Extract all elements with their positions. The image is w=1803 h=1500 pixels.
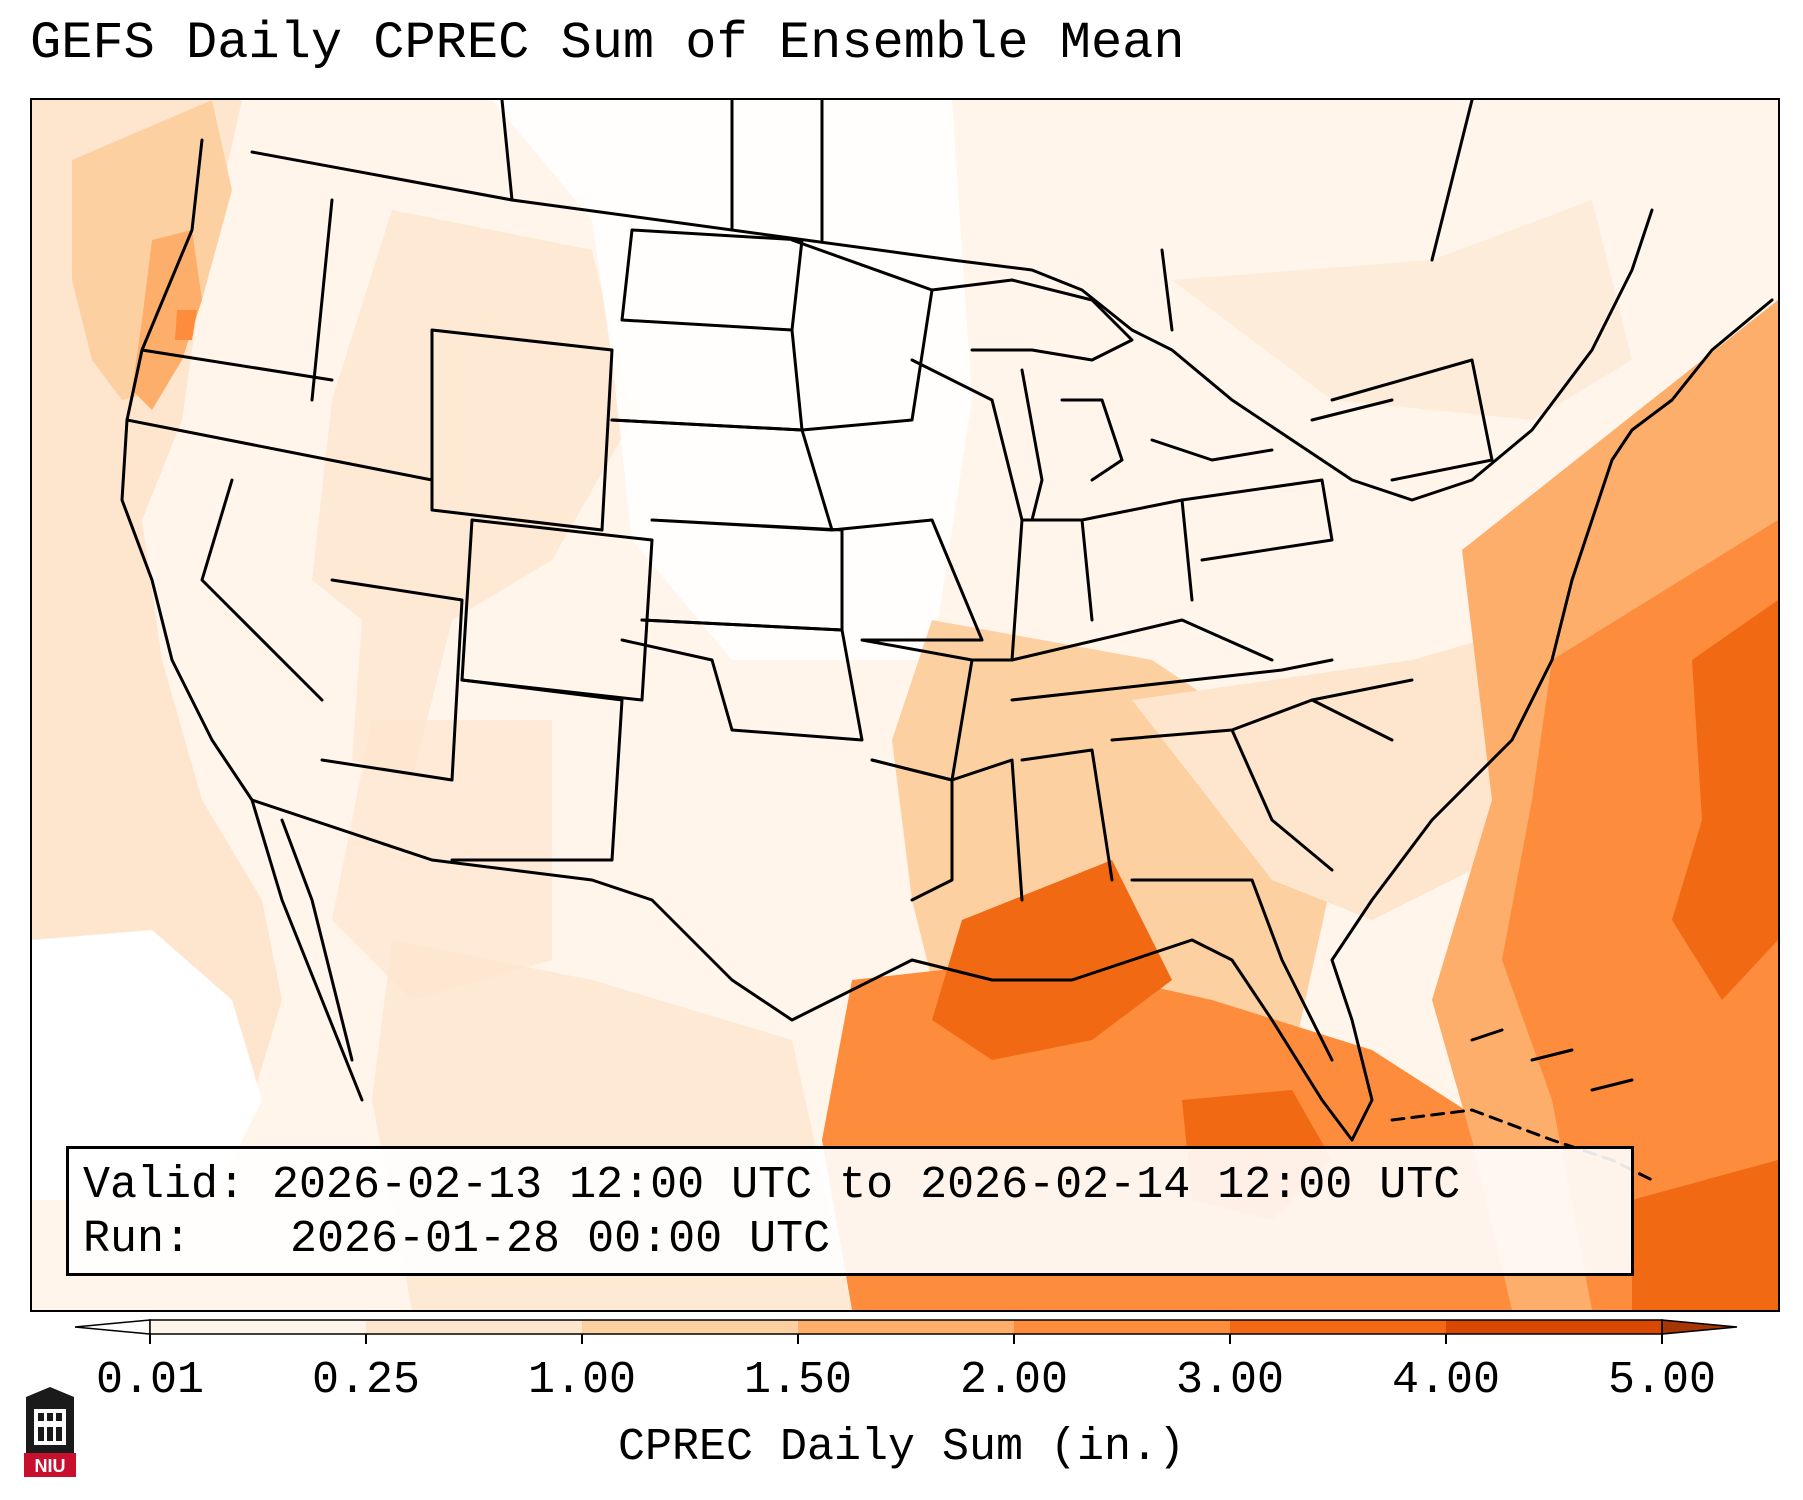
state-ut-az <box>320 578 464 782</box>
us-west-coast <box>120 138 364 1102</box>
state-wa-or <box>140 348 334 382</box>
niu-logo-icon: NIU <box>24 1387 76 1477</box>
bahamas <box>1470 1028 1634 1092</box>
info-box: Valid: 2026-02-13 12:00 UTC to 2026-02-1… <box>66 1146 1634 1276</box>
caribbean-precip <box>1632 1160 1778 1310</box>
map-frame[interactable] <box>30 98 1780 1312</box>
colorbar-segment <box>150 1320 367 1334</box>
colorbar-tick-label: 2.00 <box>960 1355 1068 1406</box>
valid-value: 2026-02-13 12:00 UTC to 2026-02-14 12:00… <box>272 1160 1461 1211</box>
state-ok-tx <box>620 618 864 742</box>
state-la-ms-al <box>870 748 1114 902</box>
colorbar-segment <box>582 1320 799 1334</box>
atlantic-core <box>1672 600 1778 1000</box>
colorbar-tick-label: 4.00 <box>1392 1355 1500 1406</box>
colorbar: 0.01 0.25 1.00 1.50 2.00 3.00 4.00 5.00 <box>74 1319 1738 1406</box>
pacific-nw-core <box>175 310 197 340</box>
plains-white <box>492 100 972 660</box>
state-ky-tn <box>1010 618 1334 702</box>
pacific-sw-white <box>32 930 262 1200</box>
great-lakes <box>930 278 1394 522</box>
map-title: GEFS Daily CPREC Sum of Ensemble Mean <box>30 14 1185 73</box>
colorbar-under-arrow <box>74 1319 151 1335</box>
svg-text:NIU: NIU <box>35 1456 66 1476</box>
baja-california <box>280 818 354 1062</box>
colorbar-label: CPREC Daily Sum (in.) <box>617 1422 1186 1473</box>
run-label: Run: <box>83 1214 192 1265</box>
state-id-mt <box>310 198 334 402</box>
colorbar-tick-label: 0.01 <box>96 1355 204 1406</box>
colorbar-tick-label: 0.25 <box>312 1355 420 1406</box>
canada-light <box>1172 200 1632 420</box>
state-ga-sc-nc <box>1110 678 1414 872</box>
us-mexico-border <box>250 578 1574 1142</box>
valid-line: Valid: 2026-02-13 12:00 UTC to 2026-02-1… <box>83 1163 1460 1208</box>
us-east-coast <box>1570 298 1774 582</box>
colorbar-segment <box>1230 1320 1447 1334</box>
state-fl <box>1130 878 1334 1062</box>
colorbar-tick-label: 1.50 <box>744 1355 852 1406</box>
state-co <box>460 518 654 702</box>
rockies-patch <box>312 210 632 780</box>
colorbar-segment <box>366 1320 583 1334</box>
state-nm <box>450 678 624 862</box>
state-ca-nv <box>200 478 324 702</box>
run-line: Run: 2026-01-28 00:00 UTC <box>83 1217 830 1262</box>
pacific-northwest-coast-precip <box>132 230 202 410</box>
colorbar-segment <box>1446 1320 1663 1334</box>
state-wy <box>430 328 614 532</box>
southeast-light <box>1132 620 1592 920</box>
state-or-ca-nv <box>125 418 434 482</box>
colorbar-tick-label: 1.00 <box>528 1355 636 1406</box>
state-oh-pa-ny <box>1080 358 1494 602</box>
political-boundaries <box>120 100 1774 1182</box>
gulf-core-la <box>932 860 1172 1060</box>
run-value: 2026-01-28 00:00 UTC <box>290 1214 831 1265</box>
colorbar-tick-label: 3.00 <box>1176 1355 1284 1406</box>
colorbar-segment <box>798 1320 1015 1334</box>
colorbar-segment <box>1014 1320 1231 1334</box>
us-canada-border <box>250 150 1654 502</box>
state-mn-ia <box>790 238 934 432</box>
colorbar-border <box>149 1319 1663 1335</box>
valid-label: Valid: <box>83 1160 246 1211</box>
colorbar-over-arrow <box>1661 1319 1738 1335</box>
colorbar-tick-label: 5.00 <box>1608 1355 1716 1406</box>
precipitation-map[interactable] <box>32 100 1778 1310</box>
canada-lines <box>500 100 1474 332</box>
